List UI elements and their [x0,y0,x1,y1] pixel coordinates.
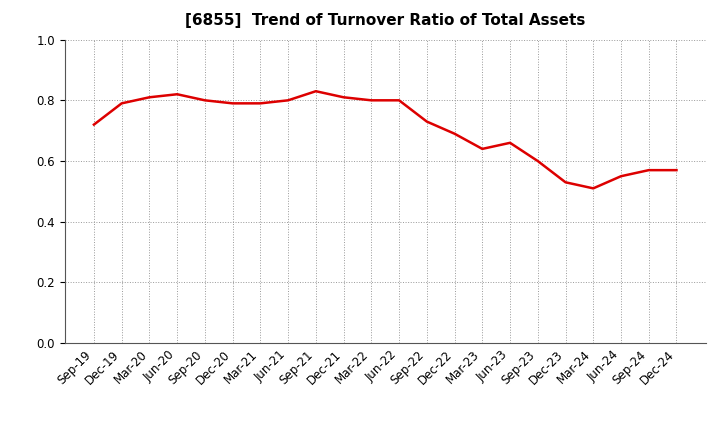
Text: [6855]  Trend of Turnover Ratio of Total Assets: [6855] Trend of Turnover Ratio of Total … [185,13,585,28]
